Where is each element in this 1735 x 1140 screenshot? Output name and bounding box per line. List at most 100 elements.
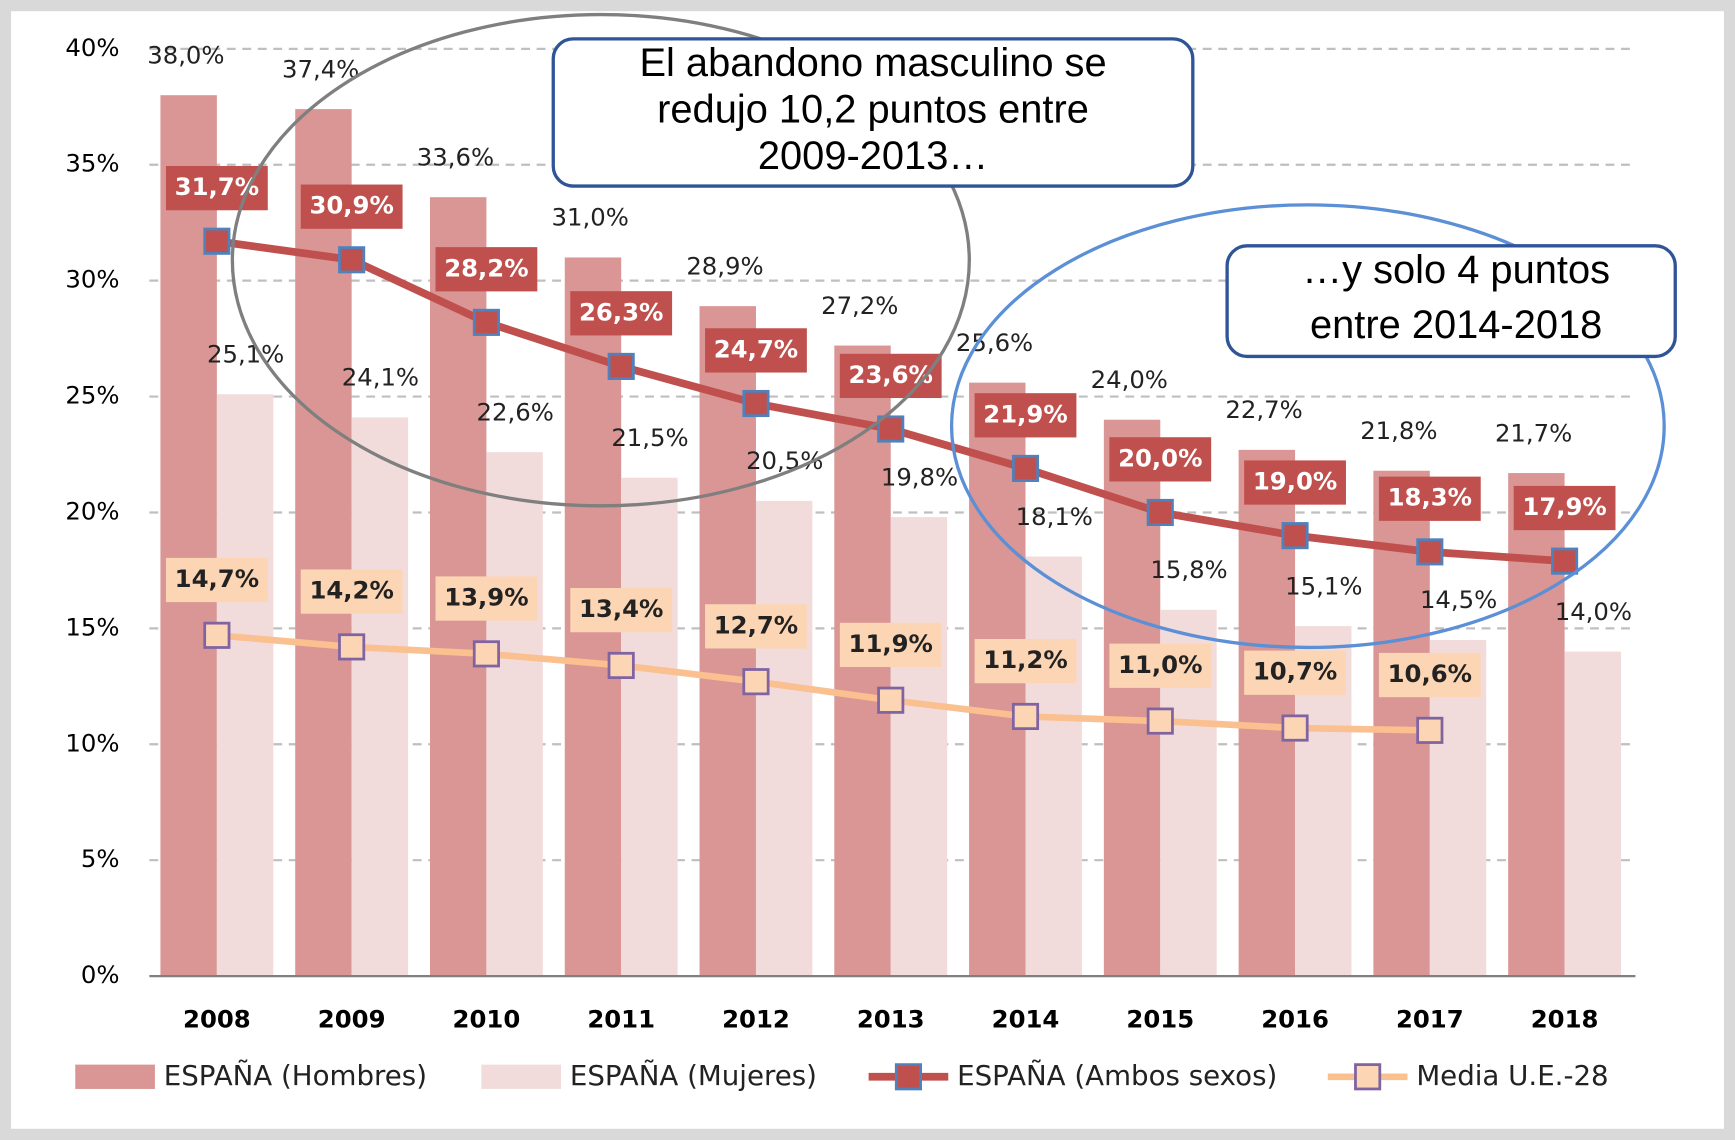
marker — [1416, 716, 1444, 744]
marker — [1281, 522, 1309, 550]
marker — [1146, 498, 1174, 527]
callout-box — [1225, 244, 1677, 359]
marker — [1011, 454, 1040, 482]
label-box — [705, 328, 807, 373]
line-label: 30,9% — [309, 191, 393, 220]
x-tick-label: 2016 — [1261, 1004, 1329, 1033]
legend-label: ESPAÑA (Mujeres) — [570, 1059, 817, 1092]
x-tick-label: 2010 — [453, 1004, 521, 1033]
bar-label: 25,6% — [956, 328, 1033, 357]
marker — [1551, 547, 1579, 575]
bar — [486, 452, 543, 977]
bar-label: 15,1% — [1285, 571, 1362, 600]
bar-label: 21,8% — [1360, 416, 1437, 445]
line-label: 24,7% — [714, 334, 798, 363]
legend-swatch — [75, 1064, 155, 1089]
line-label: 17,9% — [1522, 492, 1606, 521]
callout-text: redujo 10,2 puntos entre — [657, 87, 1089, 131]
y-tick-label: 35% — [65, 149, 119, 178]
x-tick-label: 2015 — [1126, 1004, 1194, 1033]
bar — [755, 500, 813, 977]
line-label: 13,4% — [579, 594, 663, 623]
y-tick-label: 5% — [81, 844, 120, 873]
y-tick-label: 40% — [65, 33, 119, 62]
legend-marker — [894, 1063, 922, 1091]
bar-label: 33,6% — [417, 142, 494, 171]
label-box — [1378, 476, 1481, 521]
bar — [890, 517, 948, 977]
legend-label: ESPAÑA (Ambos sexos) — [957, 1059, 1277, 1092]
bar-label: 14,0% — [1555, 597, 1632, 626]
bar-label: 21,7% — [1495, 418, 1572, 447]
marker — [1011, 702, 1040, 731]
label-box — [570, 588, 673, 633]
label-box — [300, 569, 403, 614]
line-label: 10,7% — [1253, 657, 1337, 686]
callout-text: …y solo 4 puntos — [1302, 248, 1610, 292]
bar — [621, 477, 678, 977]
label-box — [300, 184, 403, 229]
line-label: 11,2% — [983, 645, 1067, 674]
marker — [338, 246, 366, 274]
x-tick-label: 2017 — [1396, 1004, 1464, 1033]
line-label: 28,2% — [444, 253, 528, 282]
marker — [472, 640, 500, 668]
marker — [877, 415, 905, 443]
line-label: 12,7% — [714, 610, 798, 639]
x-tick-label: 2013 — [857, 1004, 925, 1033]
marker — [742, 389, 770, 418]
x-tick-label: 2018 — [1531, 1004, 1599, 1033]
label-box — [435, 576, 538, 621]
bar-label: 24,1% — [342, 363, 419, 392]
label-box — [435, 247, 538, 292]
highlight-ellipse — [230, 12, 971, 508]
marker — [1146, 707, 1174, 735]
marker — [1416, 538, 1444, 566]
marker — [1281, 714, 1309, 742]
label-box — [165, 165, 268, 211]
label-box — [165, 557, 268, 603]
bar — [216, 394, 274, 977]
callout-box — [551, 37, 1195, 188]
label-box — [1513, 485, 1616, 531]
callout-text: entre 2014-2018 — [1310, 303, 1602, 347]
bar — [351, 417, 409, 977]
legend-label: ESPAÑA (Hombres) — [164, 1059, 427, 1092]
x-tick-label: 2008 — [183, 1004, 251, 1033]
legend-marker — [1354, 1063, 1382, 1091]
callout-text: 2009-2013… — [758, 134, 988, 178]
bar-label: 25,1% — [207, 340, 284, 369]
line-label: 19,0% — [1253, 467, 1337, 496]
bar-label: 19,8% — [881, 462, 958, 491]
label-box — [1109, 643, 1212, 688]
line — [216, 632, 1430, 734]
bar-label: 22,6% — [477, 397, 554, 426]
marker — [607, 352, 635, 380]
label-box — [1109, 437, 1212, 482]
label-box — [1378, 652, 1481, 698]
y-tick-label: 20% — [65, 496, 119, 525]
highlight-ellipse — [949, 203, 1666, 650]
marker — [472, 308, 500, 336]
line-label: 10,6% — [1388, 659, 1472, 688]
bar-label: 37,4% — [282, 54, 359, 83]
bar-label: 28,9% — [686, 251, 763, 280]
marker — [203, 227, 231, 255]
line-label: 14,2% — [309, 576, 393, 605]
marker — [607, 651, 635, 680]
label-box — [570, 291, 673, 336]
bar-label: 18,1% — [1016, 502, 1093, 531]
label-box — [974, 639, 1077, 684]
label-box — [1244, 460, 1346, 505]
x-tick-label: 2014 — [992, 1004, 1060, 1033]
line-label: 14,7% — [175, 564, 259, 593]
x-tick-label: 2011 — [587, 1004, 655, 1033]
y-tick-label: 30% — [65, 265, 119, 294]
bar — [1564, 651, 1622, 977]
label-box — [974, 393, 1077, 438]
y-tick-label: 0% — [81, 960, 120, 989]
bar-label: 14,5% — [1420, 585, 1497, 614]
marker — [877, 686, 905, 714]
bar-label: 24,0% — [1091, 365, 1168, 394]
